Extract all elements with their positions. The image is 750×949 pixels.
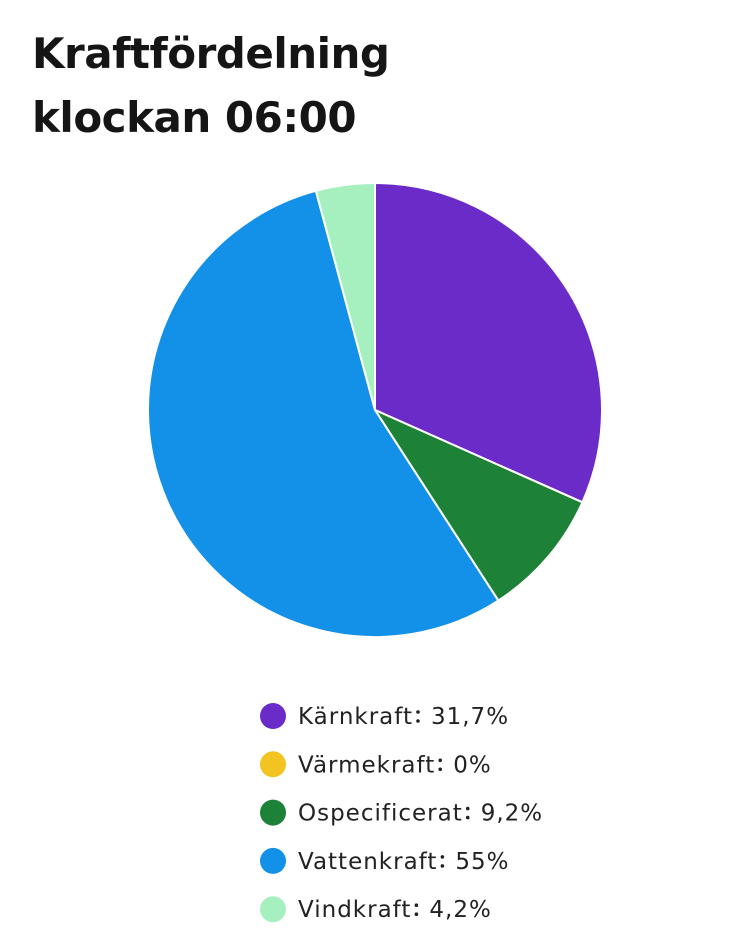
legend-value: 31,7% bbox=[431, 704, 509, 730]
legend-separator bbox=[465, 806, 470, 811]
legend-name: Ospecificerat bbox=[298, 800, 463, 826]
legend-name: Vattenkraft bbox=[298, 848, 437, 874]
legend-name: Kärnkraft bbox=[298, 704, 413, 730]
legend-swatch bbox=[260, 799, 286, 826]
legend-swatch bbox=[260, 751, 286, 778]
legend-swatch bbox=[260, 847, 286, 874]
legend-label: Vindkraft 4,2% bbox=[298, 897, 492, 923]
legend-value: 9,2% bbox=[481, 800, 543, 826]
legend-swatch bbox=[260, 896, 286, 923]
legend-separator bbox=[414, 912, 419, 916]
legend-value: 55% bbox=[455, 848, 509, 874]
legend-swatch bbox=[260, 703, 286, 729]
chart-title: Kraftfördelning klockan 06:00 bbox=[32, 29, 390, 142]
legend-value: 0% bbox=[453, 752, 492, 778]
legend-separator bbox=[438, 767, 443, 772]
legend-separator bbox=[465, 815, 470, 820]
legend-separator bbox=[440, 864, 445, 868]
legend-separator bbox=[438, 758, 443, 763]
legend-name: Vindkraft bbox=[298, 897, 411, 923]
pie-slice bbox=[314, 182, 376, 411]
pie-slice bbox=[374, 182, 603, 504]
pie-slice bbox=[374, 409, 584, 602]
legend-label: Värmekraft 0% bbox=[298, 752, 492, 778]
legend-separator bbox=[440, 855, 445, 859]
pie-slice bbox=[147, 189, 500, 638]
legend-name: Värmekraft bbox=[298, 752, 435, 778]
legend-separator bbox=[414, 903, 419, 907]
legend-separator bbox=[416, 710, 420, 714]
legend-label: Ospecificerat 9,2% bbox=[298, 800, 543, 826]
legend-value: 4,2% bbox=[429, 897, 491, 923]
legend-separator bbox=[416, 719, 420, 723]
legend-label: Vattenkraft 55% bbox=[298, 848, 510, 874]
legend-label: Kärnkraft 31,7% bbox=[298, 704, 509, 730]
